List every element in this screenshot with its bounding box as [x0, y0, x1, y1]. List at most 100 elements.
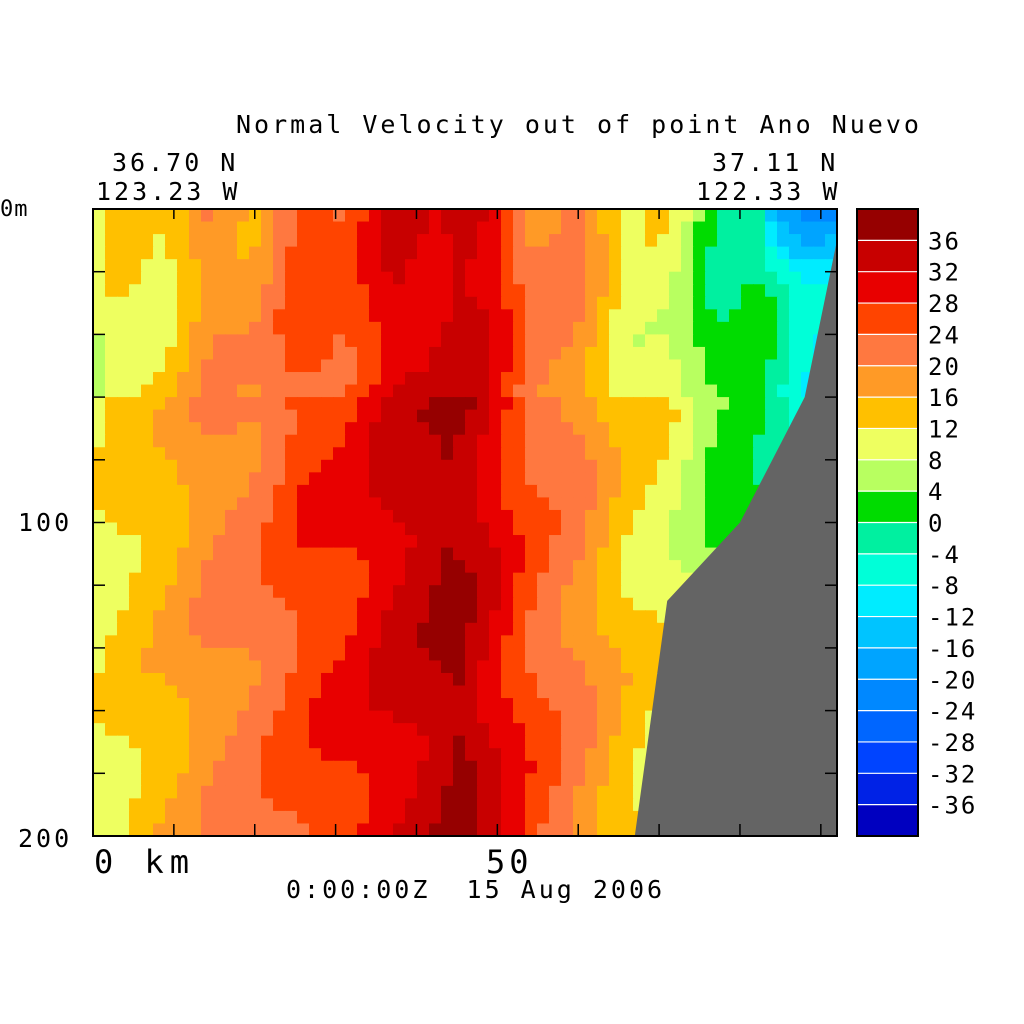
field-cell [105, 284, 118, 298]
field-cell [633, 346, 646, 361]
field-cell [345, 509, 358, 524]
field-cell [309, 459, 322, 474]
field-cell [717, 259, 730, 273]
field-cell [141, 572, 154, 586]
field-cell [345, 572, 358, 586]
field-cell [657, 209, 670, 223]
field-cell [297, 484, 310, 499]
field-cell [405, 359, 418, 373]
field-cell [153, 284, 166, 298]
field-cell [513, 472, 526, 486]
field-cell [621, 409, 634, 423]
field-cell [633, 585, 646, 599]
field-cell [573, 823, 586, 836]
start-lat-label: 36.70 N [112, 148, 239, 177]
field-cell [789, 397, 802, 411]
field-cell [405, 497, 418, 511]
field-cell [165, 610, 178, 624]
field-cell [549, 284, 562, 298]
field-cell [297, 434, 310, 449]
field-cell [117, 698, 130, 712]
field-cell [633, 221, 646, 235]
field-cell [189, 296, 202, 311]
field-cell [585, 823, 598, 836]
field-cell [261, 296, 274, 311]
field-cell [129, 610, 142, 624]
field-cell [441, 635, 454, 649]
field-cell [645, 585, 658, 599]
field-cell [285, 434, 298, 449]
field-cell [249, 246, 262, 260]
field-cell [249, 234, 262, 248]
field-cell [105, 397, 118, 411]
field-cell [273, 209, 286, 223]
field-cell [165, 547, 178, 561]
field-cell [765, 384, 778, 398]
field-cell [717, 372, 730, 386]
field-cell [525, 447, 538, 461]
field-cell [369, 773, 382, 787]
field-cell [189, 547, 202, 561]
field-cell [213, 710, 226, 724]
field-cell [585, 760, 598, 775]
field-cell [813, 296, 826, 311]
field-cell [273, 647, 286, 662]
field-cell [585, 296, 598, 311]
field-cell [525, 535, 538, 549]
field-cell [177, 409, 190, 423]
y-tick-label-top: 0m [0, 197, 29, 222]
field-cell [729, 334, 742, 348]
field-cell [513, 397, 526, 411]
field-cell [273, 635, 286, 649]
field-cell [393, 346, 406, 361]
field-cell [213, 647, 226, 662]
field-cell [129, 810, 142, 825]
field-cell [717, 409, 730, 423]
field-cell [717, 484, 730, 499]
field-cell [93, 698, 106, 712]
field-cell [453, 447, 466, 461]
field-cell [573, 647, 586, 662]
field-cell [477, 271, 490, 286]
field-cell [705, 409, 718, 423]
field-cell [333, 321, 346, 336]
field-cell [693, 384, 706, 398]
field-cell [609, 798, 622, 812]
field-cell [105, 522, 118, 536]
field-cell [129, 246, 142, 260]
field-cell [645, 246, 658, 260]
field-cell [561, 597, 574, 612]
field-cell [249, 522, 262, 536]
field-cell [621, 622, 634, 637]
field-cell [201, 635, 214, 649]
field-cell [705, 535, 718, 549]
field-cell [225, 409, 238, 423]
field-cell [261, 484, 274, 499]
field-cell [213, 660, 226, 674]
field-cell [489, 560, 502, 574]
field-cell [309, 647, 322, 662]
field-cell [225, 296, 238, 311]
field-cell [369, 359, 382, 373]
field-cell [117, 660, 130, 674]
field-cell [705, 509, 718, 524]
field-cell [765, 259, 778, 273]
field-cell [273, 246, 286, 260]
field-cell [573, 309, 586, 323]
field-cell [141, 284, 154, 298]
field-cell [117, 359, 130, 373]
field-cell [321, 710, 334, 724]
field-cell [501, 309, 514, 323]
field-cell [297, 773, 310, 787]
field-cell [429, 509, 442, 524]
field-cell [225, 723, 238, 737]
field-cell [261, 710, 274, 724]
field-cell [93, 384, 106, 398]
field-cell [225, 234, 238, 248]
field-cell [741, 397, 754, 411]
field-cell [741, 359, 754, 373]
field-cell [441, 798, 454, 812]
field-cell [369, 622, 382, 637]
field-cell [693, 434, 706, 449]
field-cell [429, 647, 442, 662]
